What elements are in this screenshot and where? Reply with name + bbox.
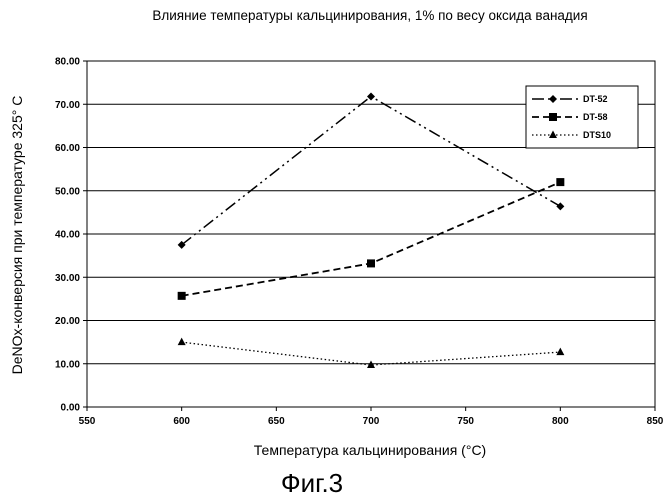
point-dt-58-1 — [367, 259, 375, 267]
x-tick-label-5: 800 — [552, 416, 569, 427]
y-tick-label-0: 0.00 — [61, 403, 81, 414]
x-tick-label-4: 750 — [457, 416, 474, 427]
x-tick-label-0: 550 — [79, 416, 96, 427]
y-tick-label-3: 30.00 — [55, 273, 80, 284]
chart-title: Влияние температуры кальцинирования, 1% … — [152, 8, 587, 23]
series-group — [178, 92, 565, 368]
y-axis-label: DeNOx-конверсия при температуре 325° С — [9, 96, 25, 375]
series-line-dt-58 — [182, 182, 561, 296]
point-dt-58-0 — [178, 292, 186, 300]
legend-label-dt-52: DT-52 — [583, 94, 608, 104]
figure-caption: Фиг.3 — [281, 468, 343, 498]
x-tick-labels: 550 600 650 700 750 800 850 — [79, 407, 664, 427]
y-tick-labels: 0.00 10.00 20.00 30.00 40.00 50.00 60.00 70.00 8… — [55, 57, 87, 414]
x-tick-label-6: 850 — [647, 416, 664, 427]
legend-box — [526, 86, 638, 148]
y-tick-label-5: 50.00 — [55, 186, 80, 197]
x-tick-label-1: 600 — [173, 416, 190, 427]
x-tick-label-3: 700 — [363, 416, 380, 427]
legend-marker-dt-58 — [549, 113, 557, 121]
point-dt-52-1 — [367, 92, 375, 100]
y-tick-label-6: 60.00 — [55, 143, 80, 154]
legend-label-dts10: DTS10 — [583, 130, 611, 140]
y-tick-label-2: 20.00 — [55, 316, 80, 327]
point-dt-58-2 — [556, 178, 564, 186]
legend: DT-52 DT-58 DTS10 — [526, 86, 638, 148]
point-dts10-2 — [556, 348, 564, 356]
legend-label-dt-58: DT-58 — [583, 112, 608, 122]
point-dt-52-2 — [556, 202, 564, 210]
y-tick-label-4: 40.00 — [55, 230, 80, 241]
point-dts10-0 — [178, 338, 186, 346]
y-tick-label-1: 10.00 — [55, 359, 80, 370]
point-dts10-1 — [367, 361, 375, 369]
x-tick-label-2: 650 — [268, 416, 285, 427]
y-tick-label-8: 80.00 — [55, 57, 80, 68]
series-line-dt-52 — [182, 96, 561, 244]
y-tick-label-7: 70.00 — [55, 100, 80, 111]
x-axis-label: Температура кальцинирования (°С) — [254, 442, 486, 458]
